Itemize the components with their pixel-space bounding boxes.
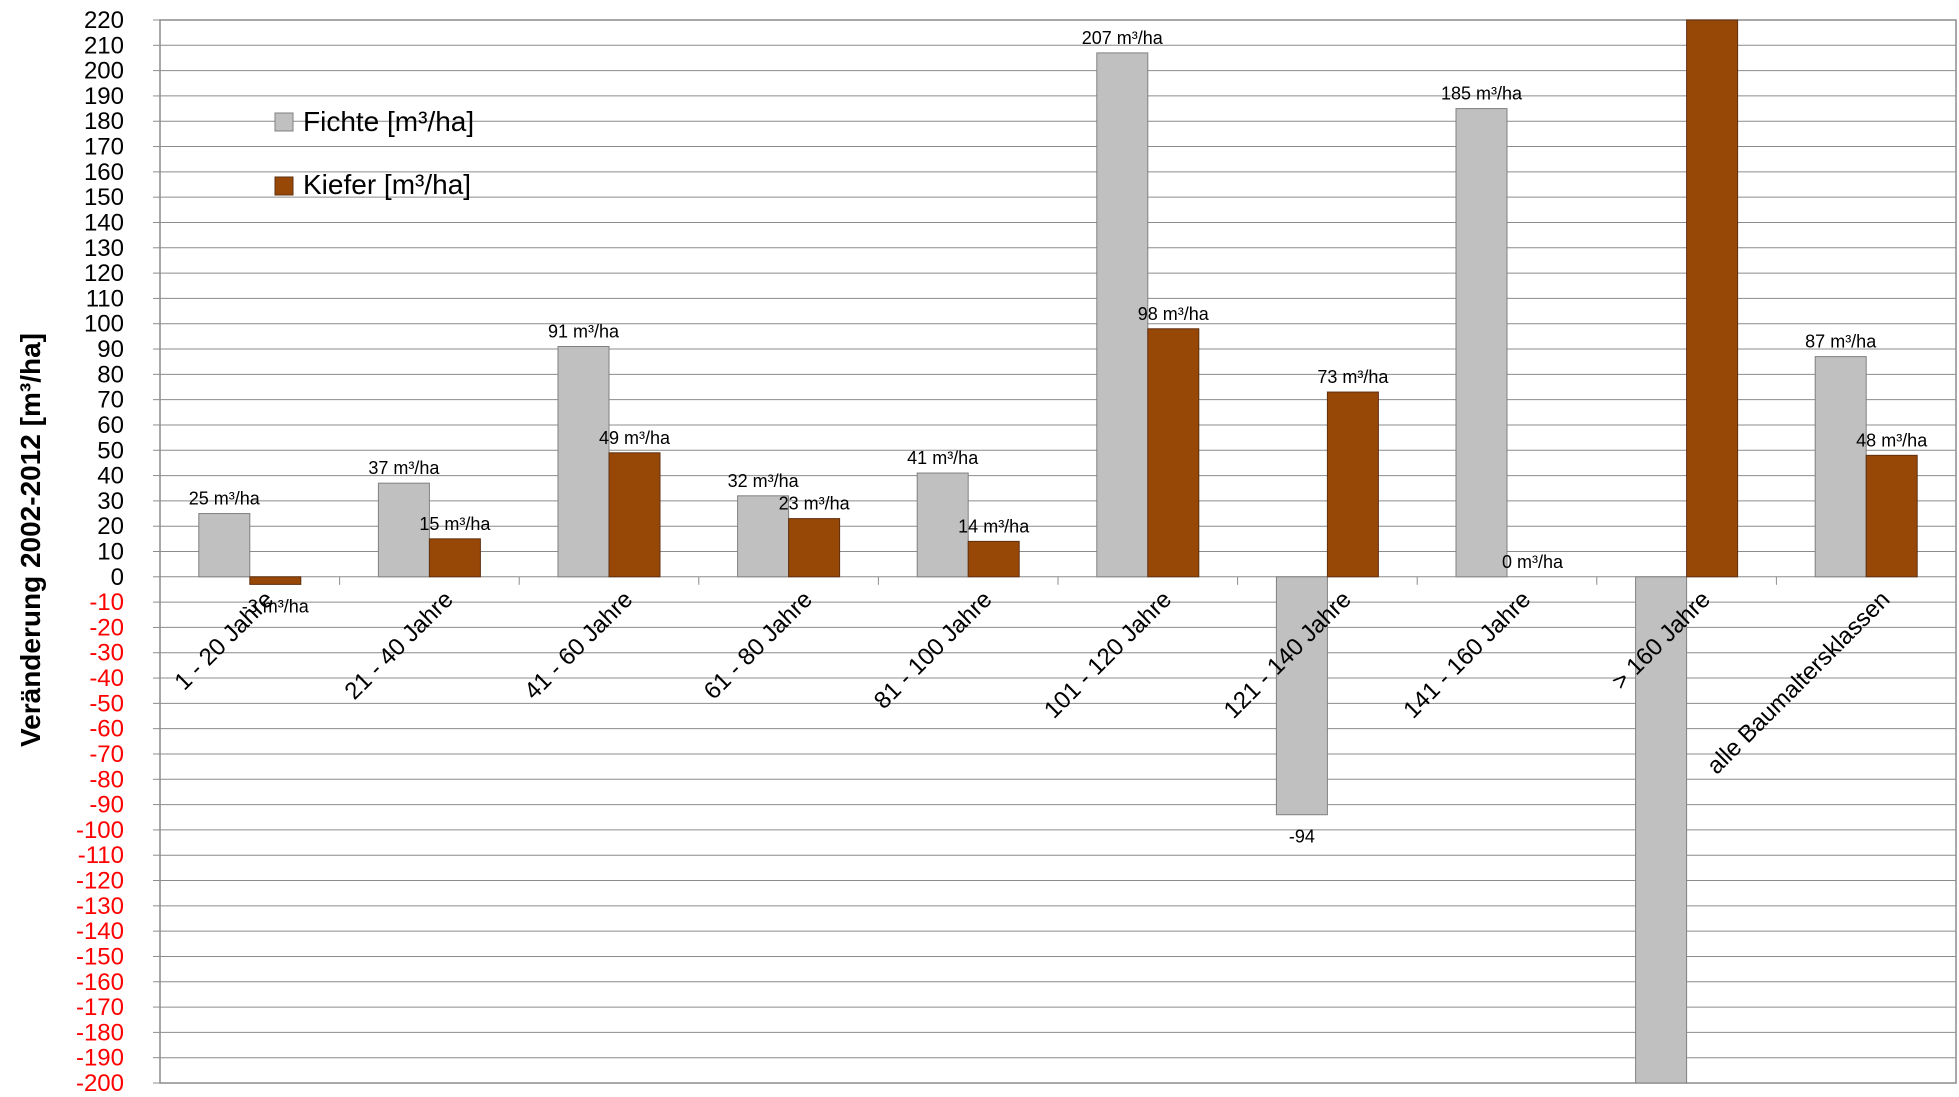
data-label: 41 m³/ha (907, 448, 979, 468)
bar-kiefer (967, 540, 1020, 578)
bar-fichte (1455, 108, 1508, 578)
y-tick-label: -190 (76, 1045, 124, 1072)
y-tick-label: -140 (76, 918, 124, 945)
bar-kiefer (608, 452, 661, 578)
data-label: 23 m³/ha (779, 494, 851, 514)
bar-fichte (916, 472, 969, 578)
y-tick-label: 220 (84, 7, 124, 34)
bar-kiefer (1686, 19, 1739, 578)
data-label: 37 m³/ha (368, 458, 440, 478)
data-label: -94 (1289, 827, 1315, 847)
y-tick-label: -10 (89, 589, 124, 616)
bar-fichte (1635, 576, 1688, 1084)
legend: Fichte [m³/ha] Kiefer [m³/ha] (274, 106, 474, 200)
bar-fichte (377, 482, 430, 578)
data-label: -3 m³/ha (242, 596, 310, 616)
y-tick-label: -40 (89, 665, 124, 692)
y-tick-label: -110 (78, 842, 124, 869)
data-label: 98 m³/ha (1138, 304, 1210, 324)
y-tick-label: 70 (97, 387, 124, 414)
y-tick-label: 20 (97, 513, 124, 540)
y-tick-label: 90 (97, 336, 124, 363)
gridlines (153, 19, 1957, 1084)
y-tick-label: 100 (84, 311, 124, 338)
data-label: 73 m³/ha (1317, 367, 1389, 387)
y-tick-label: 210 (84, 32, 124, 59)
y-axis-ticks: -200-190-180-170-160-150-140-130-120-110… (76, 7, 124, 1097)
y-tick-label: 0 (111, 564, 124, 591)
y-tick-label: 160 (84, 159, 124, 186)
bar-fichte (1275, 576, 1328, 816)
data-label: 48 m³/ha (1856, 430, 1928, 450)
y-tick-label: -120 (76, 868, 124, 895)
y-tick-label: 170 (84, 134, 124, 161)
data-label: 25 m³/ha (189, 489, 261, 509)
legend-swatch-fichte (274, 112, 294, 132)
data-label: 185 m³/ha (1441, 84, 1523, 104)
y-tick-label: 120 (84, 260, 124, 287)
y-tick-label: 140 (84, 209, 124, 236)
bar-fichte (198, 513, 251, 578)
data-label: 14 m³/ha (958, 516, 1030, 536)
data-label: 49 m³/ha (599, 428, 671, 448)
bar-kiefer (788, 518, 841, 578)
data-label: 15 m³/ha (419, 514, 491, 534)
y-tick-label: -50 (89, 690, 124, 717)
data-label: 32 m³/ha (728, 471, 800, 491)
y-tick-label: -170 (76, 994, 124, 1021)
bar-fichte (737, 495, 790, 578)
y-tick-label: -80 (89, 766, 124, 793)
y-tick-label: -160 (76, 969, 124, 996)
y-tick-label: 110 (86, 285, 124, 312)
category-label: 61 - 80 Jahre (699, 586, 818, 705)
data-label: 87 m³/ha (1805, 332, 1877, 352)
y-tick-label: 50 (97, 437, 124, 464)
category-label: 81 - 100 Jahre (869, 586, 998, 715)
y-tick-label: -70 (89, 741, 124, 768)
bar-fichte (1814, 356, 1867, 578)
y-tick-label: 130 (84, 235, 124, 262)
data-labels: 25 m³/ha -3 m³/ha 37 m³/ha 15 m³/ha 91 m³/ha… (189, 28, 1928, 847)
data-label: 91 m³/ha (548, 321, 620, 341)
bar-kiefer (428, 538, 481, 578)
bar-fichte (1096, 52, 1149, 578)
y-tick-label: -20 (89, 614, 124, 641)
category-label: 21 - 40 Jahre (340, 586, 459, 705)
bar-fichte (557, 345, 610, 578)
bars (198, 19, 1918, 1084)
y-tick-label: 80 (97, 361, 124, 388)
y-tick-label: 150 (84, 184, 124, 211)
bar-kiefer (1147, 328, 1200, 578)
y-tick-label: -30 (89, 640, 124, 667)
legend-label-fichte: Fichte [m³/ha] (303, 106, 474, 137)
y-tick-label: -180 (76, 1019, 124, 1046)
y-tick-label: -90 (89, 792, 124, 819)
y-tick-label: 200 (84, 58, 124, 85)
y-tick-label: -130 (76, 893, 124, 920)
y-tick-label: -150 (76, 943, 124, 970)
bar-kiefer (1326, 391, 1379, 578)
y-tick-label: 30 (97, 488, 124, 515)
data-label: 0 m³/ha (1502, 552, 1564, 572)
y-tick-label: 180 (84, 108, 124, 135)
y-tick-label: 40 (97, 463, 124, 490)
y-tick-label: -100 (76, 817, 124, 844)
category-label: alle Baumaltersklassen (1702, 586, 1896, 780)
legend-label-kiefer: Kiefer [m³/ha] (303, 169, 471, 200)
bar-kiefer (1865, 454, 1918, 578)
y-tick-label: 60 (97, 412, 124, 439)
bar-kiefer (249, 576, 302, 585)
y-tick-label: -200 (76, 1070, 124, 1097)
y-tick-label: 10 (97, 539, 124, 566)
y-axis-title: Veränderung 2002-2012 [m³/ha] (15, 333, 46, 747)
y-tick-label: 190 (84, 83, 124, 110)
data-label: 207 m³/ha (1082, 28, 1164, 48)
y-tick-label: -60 (89, 716, 124, 743)
legend-swatch-kiefer (274, 176, 294, 196)
category-label: 41 - 60 Jahre (519, 586, 638, 705)
